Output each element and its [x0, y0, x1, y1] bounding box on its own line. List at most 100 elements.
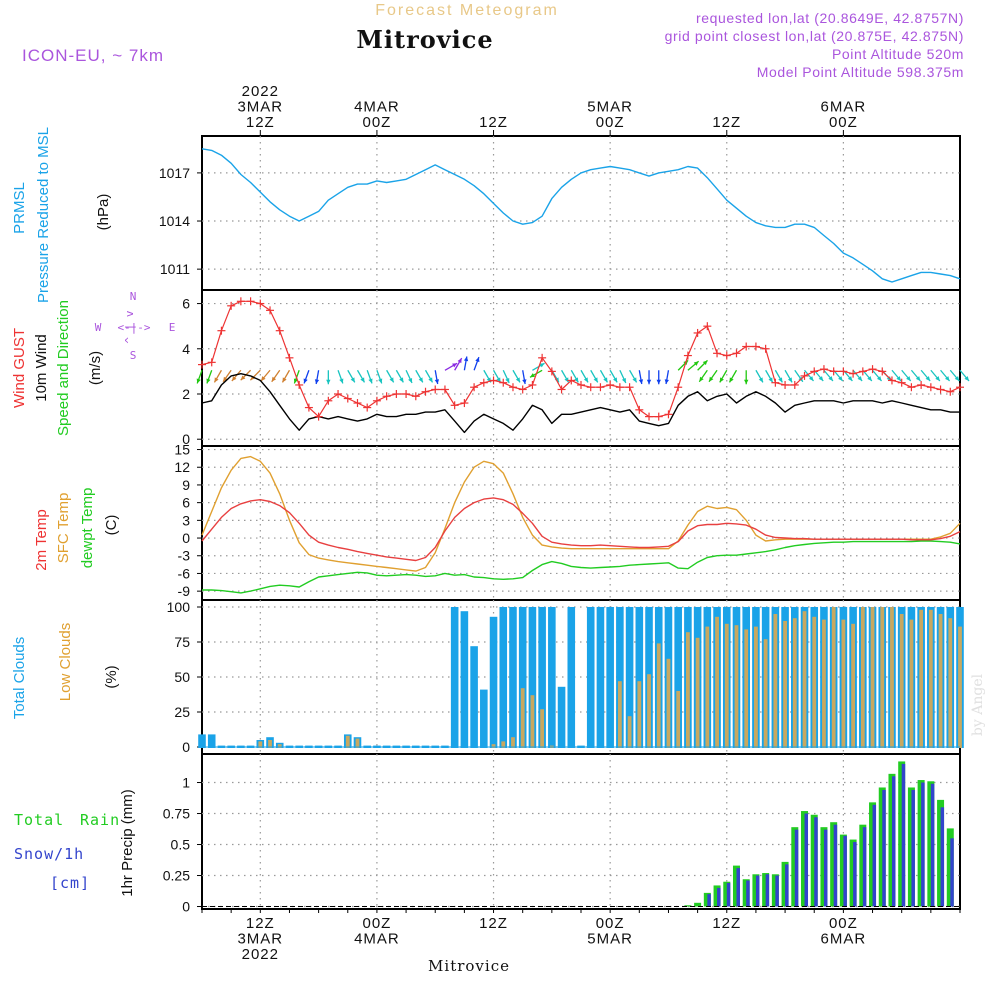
wind-direction-arrow [271, 369, 281, 383]
wind-direction-arrow [872, 369, 883, 382]
wind-direction-arrow [196, 370, 203, 384]
low-clouds-bar [695, 637, 700, 748]
low-clouds-bar [880, 607, 885, 748]
wind-gust-marker [440, 385, 449, 394]
dewpoint-line [202, 540, 961, 594]
wind-direction-arrow [522, 370, 527, 385]
wind-arrow-head [434, 379, 440, 385]
low-clouds-bar [890, 607, 894, 748]
wind-gust-label: Wind GUST [11, 328, 28, 408]
wind-10m-line [201, 373, 960, 434]
pressure-series [201, 148, 961, 283]
wind-arrow-head [818, 376, 824, 381]
wind-gust-marker [431, 385, 440, 394]
snow-bar [833, 824, 838, 907]
wind-arrow-head [214, 377, 219, 383]
wind-direction-arrow [454, 357, 463, 371]
wind-direction-arrow [231, 369, 242, 382]
wind-arrow-head [368, 378, 373, 384]
total-rain-bar [684, 905, 692, 907]
wind-gust-marker [275, 326, 284, 335]
wind-arrow-head [539, 363, 545, 368]
y-tick-label: 6 [182, 296, 190, 312]
wind-arrow-head [778, 377, 783, 383]
wind-arrow-head [452, 363, 458, 368]
wind-direction-arrow [326, 370, 331, 385]
wind-direction-arrow [463, 356, 469, 371]
low-clouds-bar [744, 629, 749, 748]
bottom-time-label: 6MAR [821, 931, 867, 948]
wind-gust-marker [382, 392, 391, 401]
y-tick-label: 0.5 [171, 837, 191, 853]
wind-gust-marker [577, 380, 585, 389]
total-clouds-bar [489, 616, 498, 748]
snow-bar [775, 875, 779, 907]
total-clouds-bar [207, 734, 216, 748]
wind-gust-marker [926, 383, 935, 392]
temp-unit: (C) [103, 515, 120, 536]
snow-bar [804, 813, 809, 907]
wind-arrow-head [915, 376, 921, 381]
wind-arrow-head [378, 378, 383, 384]
low-clouds-bar [831, 607, 836, 748]
wind-gust-marker [295, 380, 304, 389]
bottom-time-label: 5MAR [587, 931, 633, 948]
wind-arrow-head [223, 376, 228, 382]
credit-watermark: by Angel [970, 673, 986, 736]
temp-sfc-label: SFC Temp [55, 493, 72, 564]
low-clouds-bar [822, 619, 826, 748]
wind-arrow-head [945, 376, 950, 381]
low-clouds-bar [958, 626, 962, 748]
low-clouds-bar [617, 681, 622, 748]
wind-gust-marker [693, 328, 702, 337]
wind-direction-arrow [719, 369, 728, 383]
wind-gust-marker [956, 383, 964, 392]
wind-arrow-head [399, 377, 404, 383]
wind-direction-arrow [833, 369, 844, 382]
top-time-label: 4MAR [354, 99, 400, 116]
wind-series [196, 297, 970, 434]
wind-arrow-head [475, 357, 480, 363]
wind-arrow-head [702, 360, 708, 366]
bottom-time-label: 00Z [829, 915, 858, 932]
wind-gust-marker [499, 378, 508, 387]
grid-point-coords: grid point closest lon,lat (20.875E, 42.… [665, 28, 964, 44]
wind-arrow-head [935, 376, 940, 381]
wind-direction-arrow [687, 360, 700, 371]
wind-arrow-head [196, 378, 201, 384]
top-time-label: 12Z [712, 114, 741, 131]
y-tick-label: 12 [174, 459, 190, 475]
wind-gust-marker [625, 383, 634, 392]
wind-gust-marker [810, 367, 819, 376]
wind-direction-arrow [619, 369, 627, 384]
bottom-time-label: 00Z [362, 915, 391, 932]
low-clouds-bar [705, 626, 710, 748]
total-clouds-bar [557, 686, 566, 748]
low-clouds-bar [783, 621, 787, 748]
panel-frame [201, 445, 961, 601]
wind-direction-arrow [356, 369, 366, 383]
wind-arrow-head [339, 378, 344, 384]
low-clouds-bar [530, 695, 535, 748]
precip-snow-label: Snow/1h [14, 845, 84, 863]
y-tick-label: -6 [178, 565, 191, 581]
y-tick-label: 9 [182, 477, 190, 493]
wind-gust-marker [411, 392, 420, 401]
low-clouds-bar [938, 614, 943, 748]
compass-e: E [169, 321, 176, 334]
wind-10m-label: 10m Wind [33, 334, 50, 402]
wind-direction-arrow [664, 370, 670, 385]
requested-coords: requested lon,lat (20.8649E, 42.8757N) [696, 10, 964, 26]
wind-arrow-head [744, 379, 749, 385]
total-clouds-bar [499, 607, 508, 748]
wind-arrow-head [925, 376, 931, 381]
wind-arrow-head [664, 379, 669, 385]
compass-w: W [95, 321, 102, 334]
wind-direction-arrow [424, 369, 434, 383]
snow-bar [814, 817, 818, 907]
wind-gust-marker [207, 358, 216, 367]
wind-gust-marker [936, 385, 945, 394]
wind-arrow-head [522, 379, 527, 385]
low-clouds-bar [345, 735, 350, 748]
